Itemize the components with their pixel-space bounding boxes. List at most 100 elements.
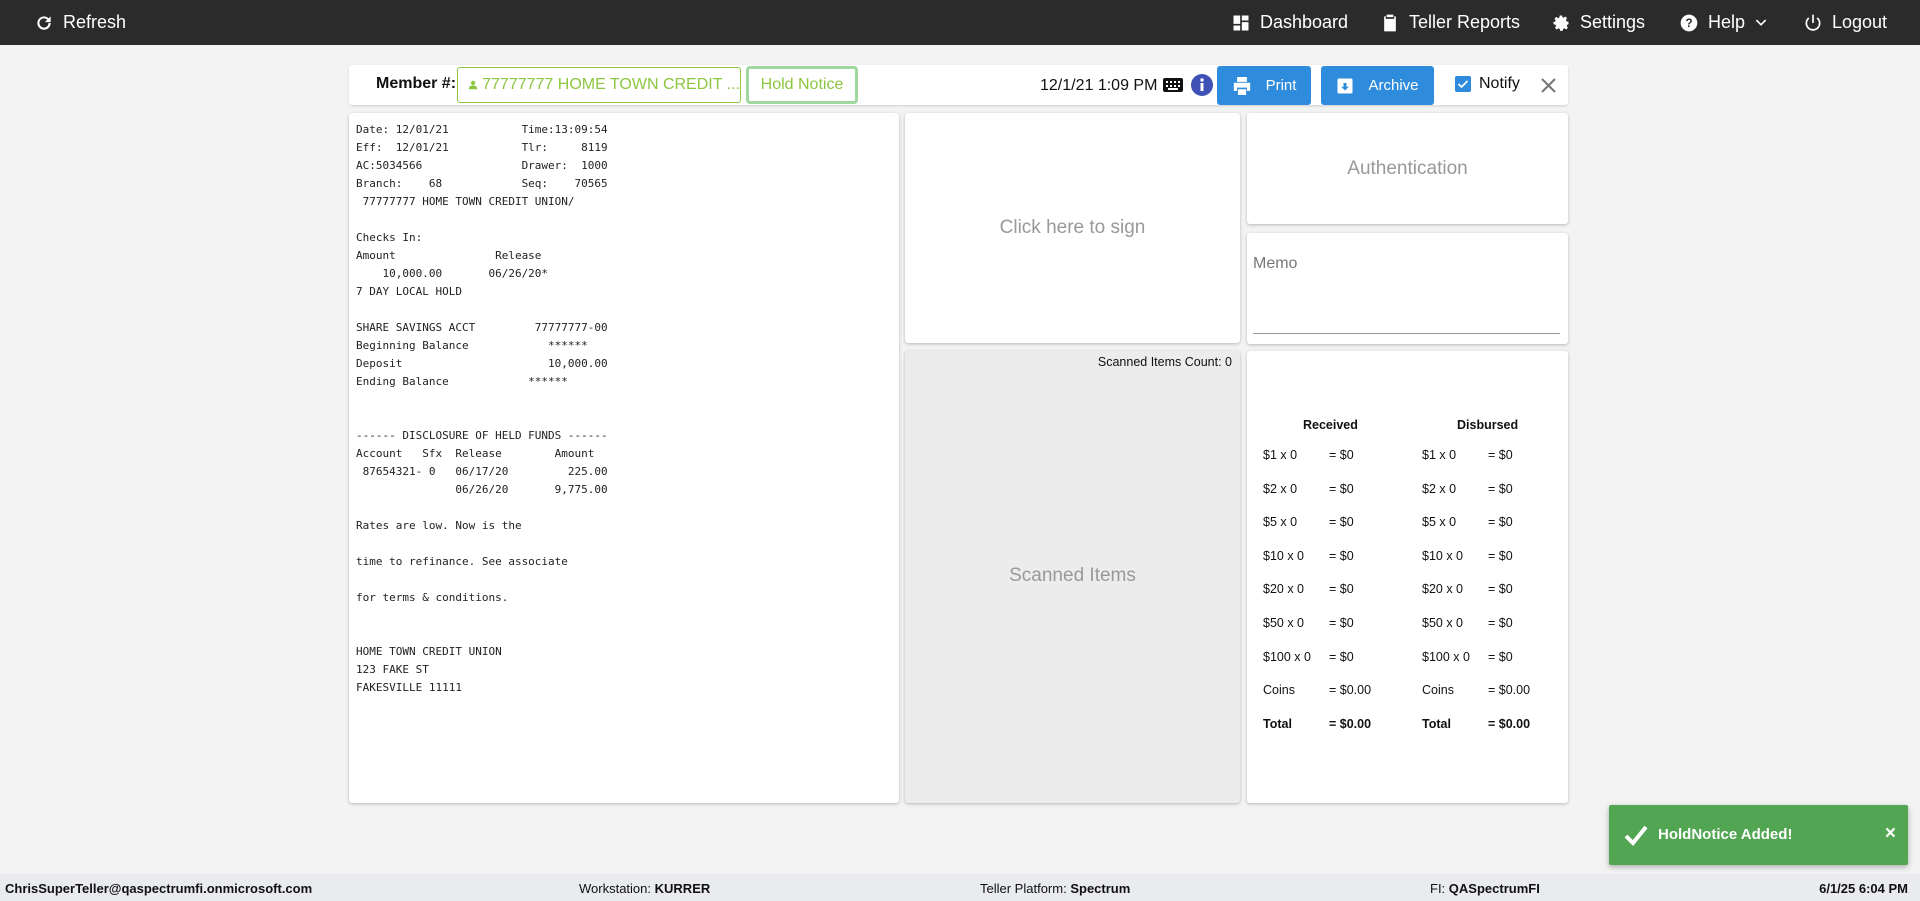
receipt-line: Branch: 68 Seq: 70565: [356, 177, 608, 190]
cash-r-label: $2 x 0: [1263, 481, 1298, 496]
footer-datetime: 6/1/25 6:04 PM: [1819, 881, 1908, 896]
receipt-line: Date: 12/01/21 Time:13:09:54: [356, 123, 608, 136]
cash-d-label: $50 x 0: [1422, 616, 1464, 630]
teller-reports-button[interactable]: Teller Reports: [1380, 0, 1520, 45]
logout-button[interactable]: Logout: [1803, 0, 1887, 45]
receipt-line: [356, 625, 892, 643]
cash-d-label: Coins: [1422, 683, 1454, 698]
memo-panel: Memo: [1247, 233, 1568, 344]
cash-d-value: = $0: [1488, 616, 1513, 630]
sign-prompt: Click here to sign: [999, 217, 1146, 238]
archive-button[interactable]: Archive: [1321, 66, 1434, 105]
member-field[interactable]: 77777777 HOME TOWN CREDIT ...: [457, 67, 741, 103]
receipt-line: 123 FAKE ST: [356, 663, 429, 676]
receipt-line: time to refinance. See associate: [356, 555, 568, 568]
cash-d-label: $20 x 0: [1422, 582, 1464, 597]
status-footer: ChrisSuperTeller@qaspectrumfi.onmicrosof…: [0, 874, 1920, 901]
refresh-label: Refresh: [63, 12, 127, 32]
transaction-header: Member #: 77777777 HOME TOWN CREDIT ... …: [349, 65, 1568, 105]
workstation-value: KURRER: [654, 881, 711, 896]
cash-count-panel: Received Disbursed $1 x 0 = $0 $1 x 0 = $0 $…: [1247, 351, 1568, 803]
member-label: Member #:: [376, 75, 457, 92]
cash-r-label: $1 x 0: [1263, 448, 1298, 462]
print-label: Print: [1265, 77, 1297, 94]
receipt-line: [356, 391, 892, 409]
receipt-line: 10,000.00 06/26/20*: [356, 267, 549, 280]
signature-pad[interactable]: Click here to sign: [905, 113, 1240, 343]
print-button[interactable]: Print: [1217, 66, 1311, 105]
hold-notice-button[interactable]: Hold Notice: [746, 66, 858, 104]
memo-input[interactable]: [1253, 288, 1560, 334]
scanned-items-count: Scanned Items Count: 0: [1097, 355, 1232, 369]
platform-value: Spectrum: [1070, 881, 1131, 896]
platform-label: Teller Platform:: [980, 881, 1067, 896]
cash-r-label: Total: [1263, 716, 1292, 731]
receipt-line: ------ DISCLOSURE OF HELD FUNDS ------: [356, 429, 608, 442]
notify-checkbox[interactable]: Notify: [1455, 75, 1520, 93]
cash-r-value: = $0: [1329, 548, 1354, 563]
cash-r-label: $50 x 0: [1263, 616, 1305, 630]
cash-d-label: $5 x 0: [1422, 515, 1457, 530]
info-icon[interactable]: [1191, 74, 1213, 96]
receipt-line: AC:5034566 Drawer: 1000: [356, 159, 608, 172]
top-nav-bar: Refresh Dashboard Teller Reports Setting…: [0, 0, 1920, 45]
receipt-line: [356, 607, 892, 625]
footer-user: ChrisSuperTeller@qaspectrumfi.onmicrosof…: [5, 881, 313, 896]
memo-label: Memo: [1253, 255, 1298, 272]
receipt-line: [356, 499, 892, 517]
toast-notification: HoldNotice Added! ×: [1609, 805, 1908, 865]
receipt-line: Beginning Balance ******: [356, 339, 588, 352]
svg-text:?: ?: [1685, 17, 1692, 30]
authentication-panel[interactable]: Authentication: [1247, 113, 1568, 224]
settings-button[interactable]: Settings: [1551, 0, 1645, 45]
user-icon: [468, 80, 478, 90]
refresh-icon: [37, 15, 51, 30]
keyboard-icon[interactable]: [1163, 78, 1183, 92]
cash-d-value: = $0: [1488, 582, 1513, 597]
close-icon[interactable]: [1541, 78, 1556, 93]
cash-r-label: $100 x 0: [1263, 649, 1311, 664]
receipt-text: Date: 12/01/21 Time:13:09:54 Eff: 12/01/2…: [356, 121, 892, 697]
receipt-line: Checks In:: [356, 231, 423, 244]
notify-label: Notify: [1479, 75, 1520, 92]
receipt-line: [356, 571, 892, 589]
receipt-line: Eff: 12/01/21 Tlr: 8119: [356, 141, 608, 154]
refresh-button[interactable]: Refresh: [34, 0, 126, 45]
gear-icon: [1553, 15, 1569, 31]
transaction-datetime: 12/1/21 1:09 PM: [1040, 77, 1158, 94]
cash-d-value: = $0: [1488, 649, 1513, 664]
cash-r-value: = $0.00: [1329, 683, 1372, 698]
cash-r-value: = $0: [1329, 481, 1354, 496]
help-menu-button[interactable]: ? Help: [1679, 0, 1768, 45]
receipt-line: Account Sfx Release Amount: [356, 447, 595, 460]
cash-r-label: $5 x 0: [1263, 515, 1298, 530]
receipt-line: FAKESVILLE 11111: [356, 681, 462, 694]
cash-r-label: $10 x 0: [1263, 548, 1305, 563]
receipt-line: [356, 409, 892, 427]
member-value: 77777777 HOME TOWN CREDIT ...: [482, 76, 740, 93]
scanned-items-title: Scanned Items: [1009, 565, 1136, 586]
fi-value: QASpectrumFI: [1448, 881, 1540, 896]
cash-d-label: $100 x 0: [1422, 649, 1470, 664]
dashboard-button[interactable]: Dashboard: [1231, 0, 1348, 45]
cash-d-label: $1 x 0: [1422, 448, 1457, 462]
receipt-line: SHARE SAVINGS ACCT 77777777-00: [356, 321, 608, 334]
authentication-title: Authentication: [1347, 157, 1468, 179]
help-icon: ?: [1680, 14, 1698, 31]
settings-label: Settings: [1580, 12, 1646, 32]
power-icon: [1805, 14, 1821, 31]
receipt-line: [356, 211, 892, 229]
receipt-line: Ending Balance ******: [356, 375, 568, 388]
cash-d-label: $2 x 0: [1422, 481, 1457, 496]
disbursed-header: Disbursed: [1457, 418, 1519, 432]
toast-close-button[interactable]: ×: [1884, 823, 1896, 844]
cash-r-label: Coins: [1263, 683, 1295, 698]
chevron-down-icon: [1755, 19, 1767, 26]
receipt-line: [356, 301, 892, 319]
cash-d-value: = $0.00: [1488, 683, 1531, 698]
received-header: Received: [1303, 418, 1358, 432]
cash-d-value: = $0: [1488, 515, 1513, 530]
cash-r-value: = $0: [1329, 448, 1354, 462]
cash-d-label: Total: [1422, 716, 1451, 731]
toast-message: HoldNotice Added!: [1658, 826, 1793, 843]
